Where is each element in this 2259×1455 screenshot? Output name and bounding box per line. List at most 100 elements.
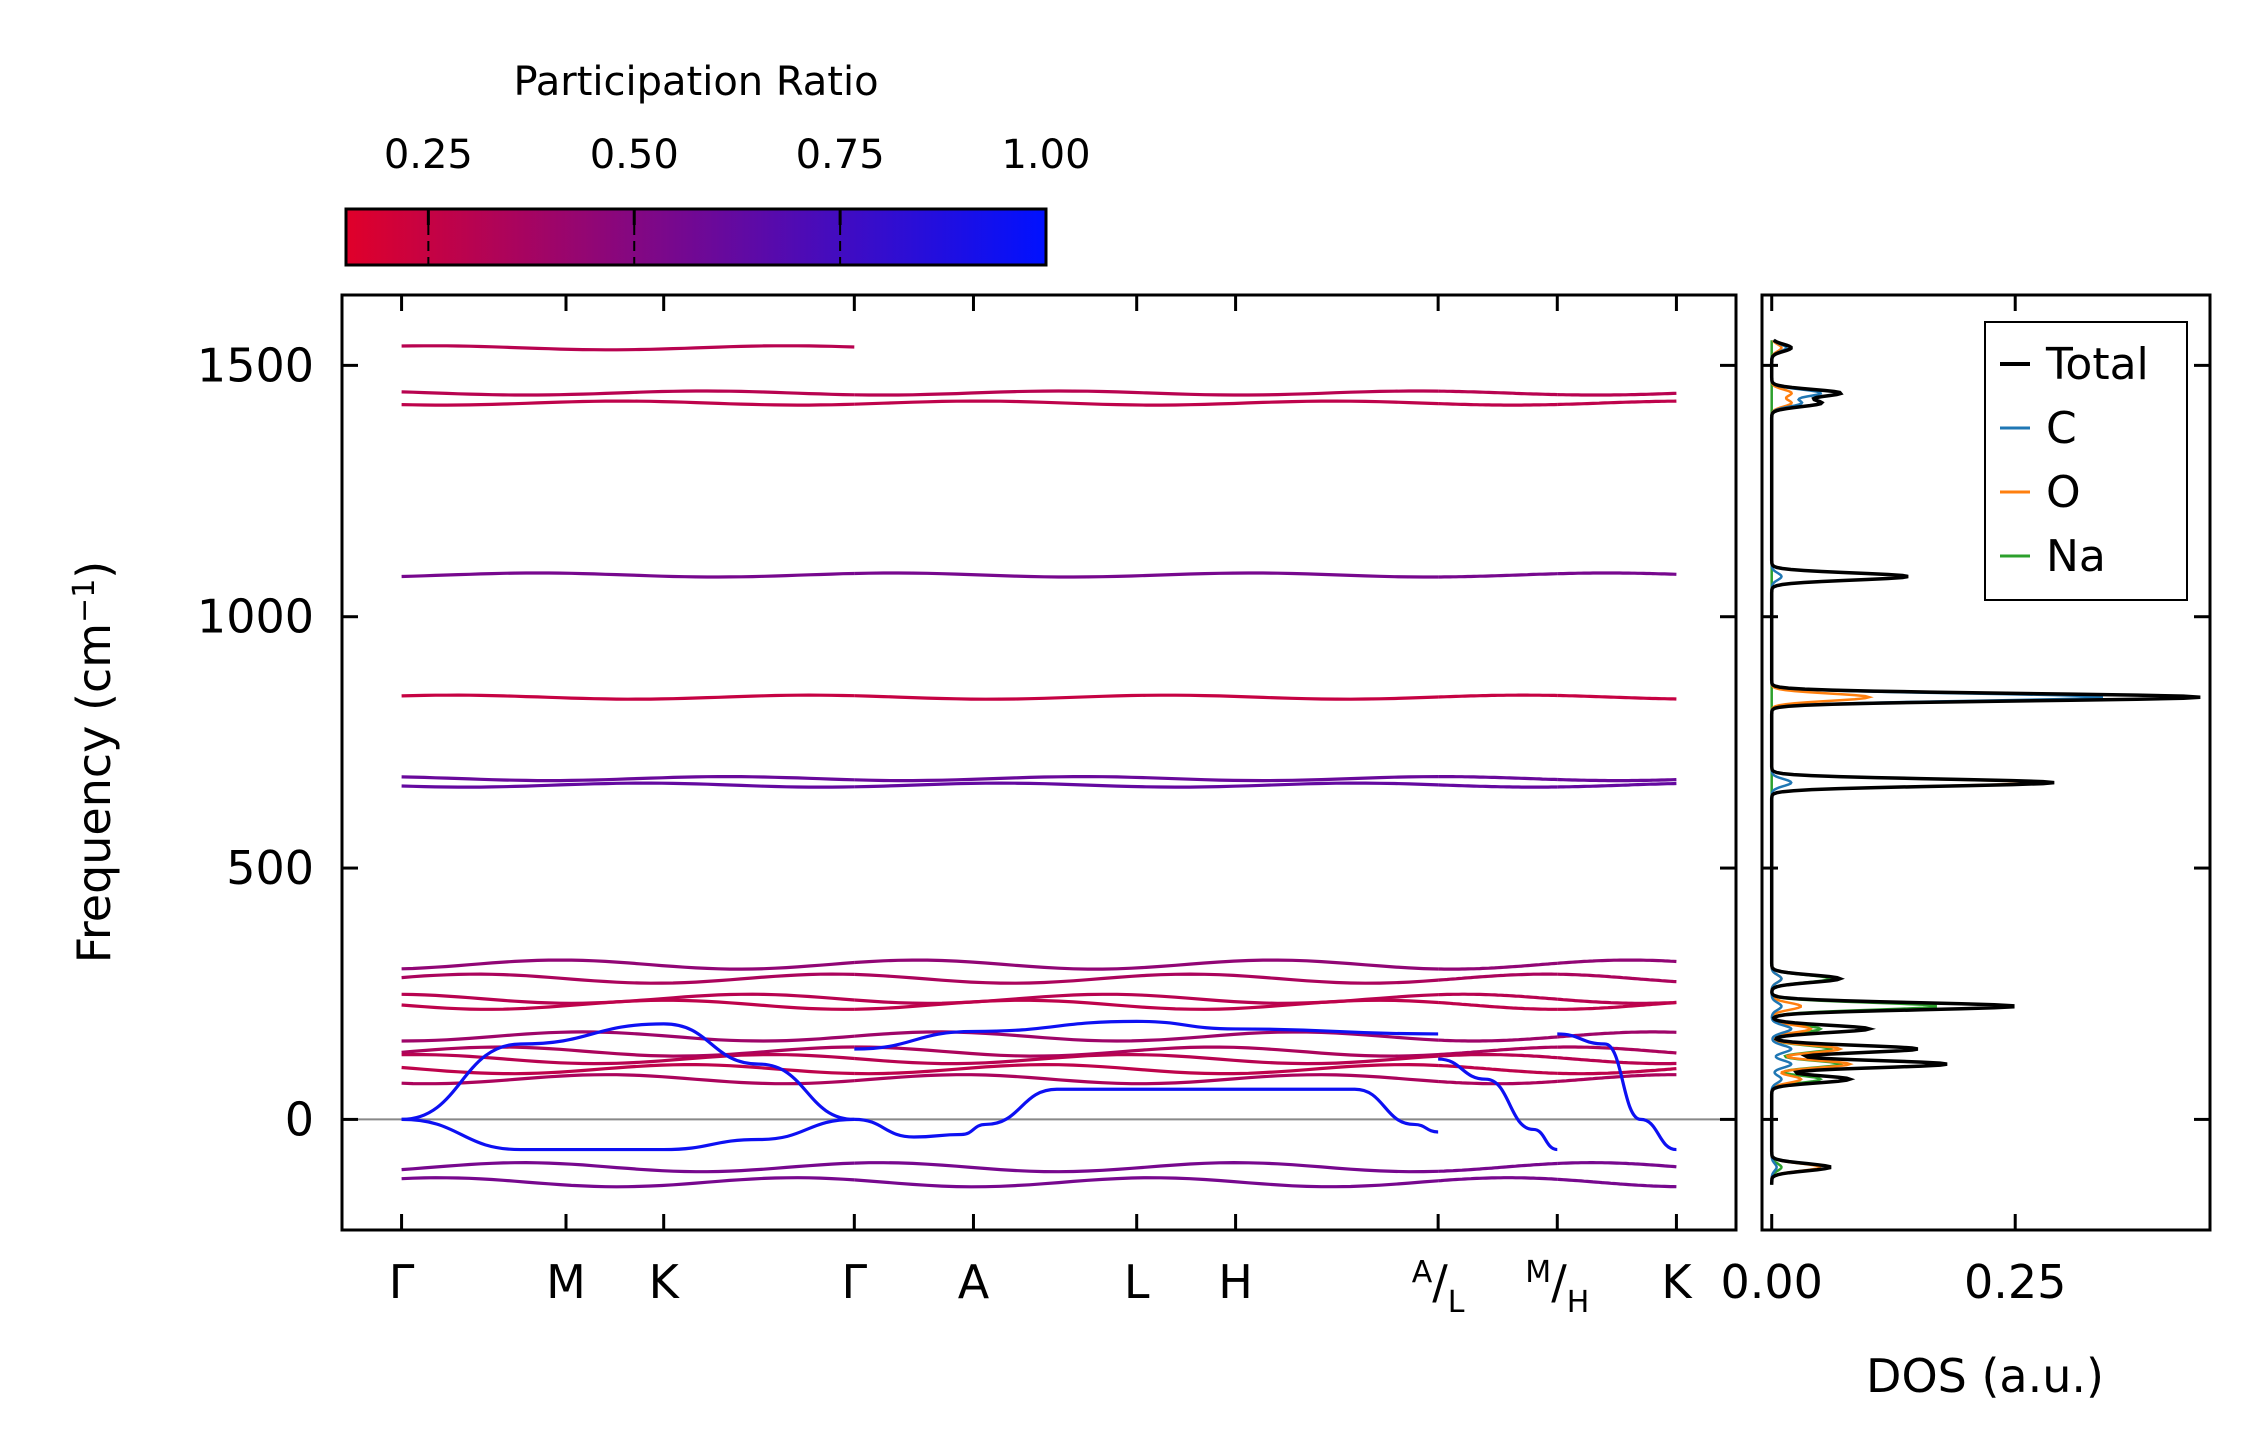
phonon-band xyxy=(1557,1067,1677,1076)
phonon-band xyxy=(1438,1035,1558,1043)
acoustic-band xyxy=(854,1087,1439,1139)
phonon-band xyxy=(401,972,855,985)
phonon-band xyxy=(1438,961,1558,971)
y-tick-label: 500 xyxy=(226,841,314,895)
acoustic-band xyxy=(401,1117,855,1152)
phonon-band xyxy=(854,389,1439,397)
dos-plot-frame xyxy=(1760,293,2212,1232)
phonon-band xyxy=(854,998,1439,1011)
phonon-band xyxy=(401,1030,855,1043)
phonon-band xyxy=(854,972,1439,985)
band-y-ticks: 0 500 1000 1500 xyxy=(197,338,1736,1146)
phonon-band xyxy=(1437,1000,1558,1011)
phonon-band xyxy=(401,781,855,789)
phonon-band xyxy=(1557,1177,1677,1189)
phonon-band xyxy=(401,958,855,971)
phonon-band xyxy=(854,781,1439,789)
phonon-band xyxy=(1557,571,1677,576)
phonon-band xyxy=(854,1160,1439,1174)
legend-label: O xyxy=(2046,467,2081,518)
colorbar: Participation Ratio 0.25 0.50 0.75 1.00 xyxy=(344,59,1091,267)
band-plot-frame xyxy=(340,293,1738,1232)
acoustic-band xyxy=(1438,1057,1558,1152)
phonon-band xyxy=(1438,402,1558,407)
phonon-band xyxy=(401,775,855,783)
colorbar-label: Participation Ratio xyxy=(513,59,878,105)
phonon-band xyxy=(1438,1063,1558,1075)
phonon-band xyxy=(1557,781,1677,789)
acoustic-band xyxy=(1557,1032,1677,1152)
colorbar-tick-label: 1.00 xyxy=(1001,132,1090,178)
kpoint-label: K xyxy=(1661,1255,1693,1309)
phonon-band xyxy=(1557,1073,1677,1083)
phonon-band xyxy=(401,344,855,352)
phonon-band xyxy=(1557,1045,1677,1055)
kpoint-label: H xyxy=(1218,1255,1253,1309)
phonon-band xyxy=(1437,1176,1558,1183)
kpoint-label: M/H xyxy=(1525,1255,1589,1320)
colorbar-ticks: 0.25 0.50 0.75 1.00 xyxy=(384,132,1091,265)
phonon-band xyxy=(401,998,855,1011)
phonon-band xyxy=(401,1160,855,1174)
phonon-band xyxy=(1437,1045,1558,1057)
band-y-axis-label: Frequency (cm−1) xyxy=(67,561,121,964)
phonon-band xyxy=(401,389,855,397)
dos-x-tick-label: 0.25 xyxy=(1964,1255,2066,1309)
phonon-bands xyxy=(401,344,1677,1189)
phonon-band xyxy=(1438,783,1558,789)
dos-legend: Total CO Na xyxy=(1984,321,2188,601)
dos-panel: 0.00 0.25 DOS (a.u.) Total CO Na xyxy=(1721,293,2212,1403)
acoustic-band xyxy=(401,1022,855,1122)
colorbar-gradient xyxy=(344,207,1048,267)
kpoint-label: Γ xyxy=(842,1255,868,1309)
phonon-band xyxy=(401,693,855,701)
y-tick-label: 0 xyxy=(285,1092,314,1146)
colorbar-tick-label: 0.50 xyxy=(590,132,679,178)
phonon-band xyxy=(1557,1161,1677,1169)
phonon-band xyxy=(1557,399,1677,407)
phonon-band xyxy=(854,775,1439,783)
y-tick-label: 1500 xyxy=(197,338,314,392)
phonon-band xyxy=(1557,391,1677,397)
phonon-band xyxy=(1438,572,1558,579)
kpoint-label: A/L xyxy=(1412,1255,1465,1320)
acoustic-band xyxy=(854,1019,1439,1051)
phonon-band xyxy=(1557,693,1677,701)
legend-label: Na xyxy=(2046,531,2106,582)
kpoint-label: M xyxy=(546,1255,586,1309)
phonon-band xyxy=(1557,972,1677,984)
dos-x-tick-label: 0.00 xyxy=(1721,1255,1823,1309)
kpoint-label: K xyxy=(649,1255,681,1309)
kpoint-label: A xyxy=(958,1255,990,1309)
colorbar-tick-label: 0.25 xyxy=(384,132,473,178)
phonon-band xyxy=(854,1062,1439,1076)
dos-x-axis-label: DOS (a.u.) xyxy=(1866,1349,2104,1403)
phonon-band xyxy=(854,571,1439,579)
legend-label: C xyxy=(2046,403,2077,454)
phonon-band xyxy=(854,1073,1439,1086)
phonon-band xyxy=(854,1045,1439,1058)
phonon-band xyxy=(1438,992,1558,1001)
phonon-band xyxy=(854,399,1439,407)
phonon-band xyxy=(854,1052,1439,1066)
phonon-band xyxy=(1438,775,1558,782)
dos-y-ticks xyxy=(1762,363,2210,1121)
phonon-band xyxy=(1557,958,1677,965)
phonon-band xyxy=(1557,1000,1677,1011)
legend-frame xyxy=(1984,321,2188,601)
colorbar-tick-label: 0.75 xyxy=(796,132,885,178)
phonon-band xyxy=(401,1073,855,1086)
phonon-band xyxy=(401,571,855,579)
phonon-band xyxy=(1438,389,1558,397)
kpoint-label: L xyxy=(1124,1255,1150,1309)
phonon-band xyxy=(1437,1053,1558,1060)
dos-curve-total xyxy=(1769,338,2201,1185)
phonon-band xyxy=(854,693,1439,701)
phonon-band xyxy=(1557,777,1677,783)
y-tick-label: 1000 xyxy=(197,590,314,644)
phonon-band xyxy=(401,1053,855,1066)
legend-label: Total xyxy=(2045,339,2149,390)
phonon-band xyxy=(1437,972,1558,982)
dos-x-ticks: 0.00 0.25 xyxy=(1721,295,2066,1309)
phonon-band xyxy=(1438,1161,1558,1173)
